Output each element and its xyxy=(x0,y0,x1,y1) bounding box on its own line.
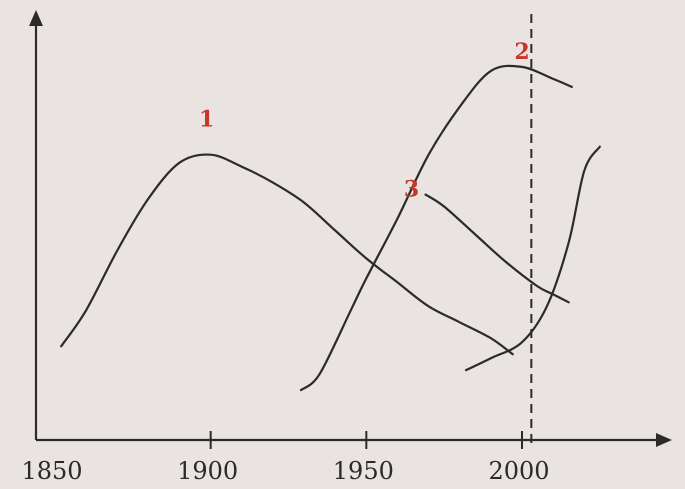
series-labels: 1 2 3 xyxy=(199,39,530,203)
x-ticks: 1850 1900 1950 2000 xyxy=(21,431,550,485)
x-tick-label: 1850 xyxy=(21,457,82,485)
x-tick-label: 1900 xyxy=(177,457,238,485)
series-line-1 xyxy=(60,153,514,356)
series-label-2: 2 xyxy=(514,39,529,65)
axes xyxy=(29,10,672,448)
series-label-3: 3 xyxy=(404,177,419,203)
series-line-4 xyxy=(464,145,601,372)
series-line-2 xyxy=(299,64,573,392)
series-label-1: 1 xyxy=(199,107,214,133)
x-tick-label: 1950 xyxy=(333,457,394,485)
x-tick-label: 2000 xyxy=(488,457,549,485)
series-line-3 xyxy=(424,193,570,304)
y-axis-arrow xyxy=(29,10,43,26)
series-lines xyxy=(60,64,601,392)
x-axis-arrow xyxy=(656,433,672,447)
